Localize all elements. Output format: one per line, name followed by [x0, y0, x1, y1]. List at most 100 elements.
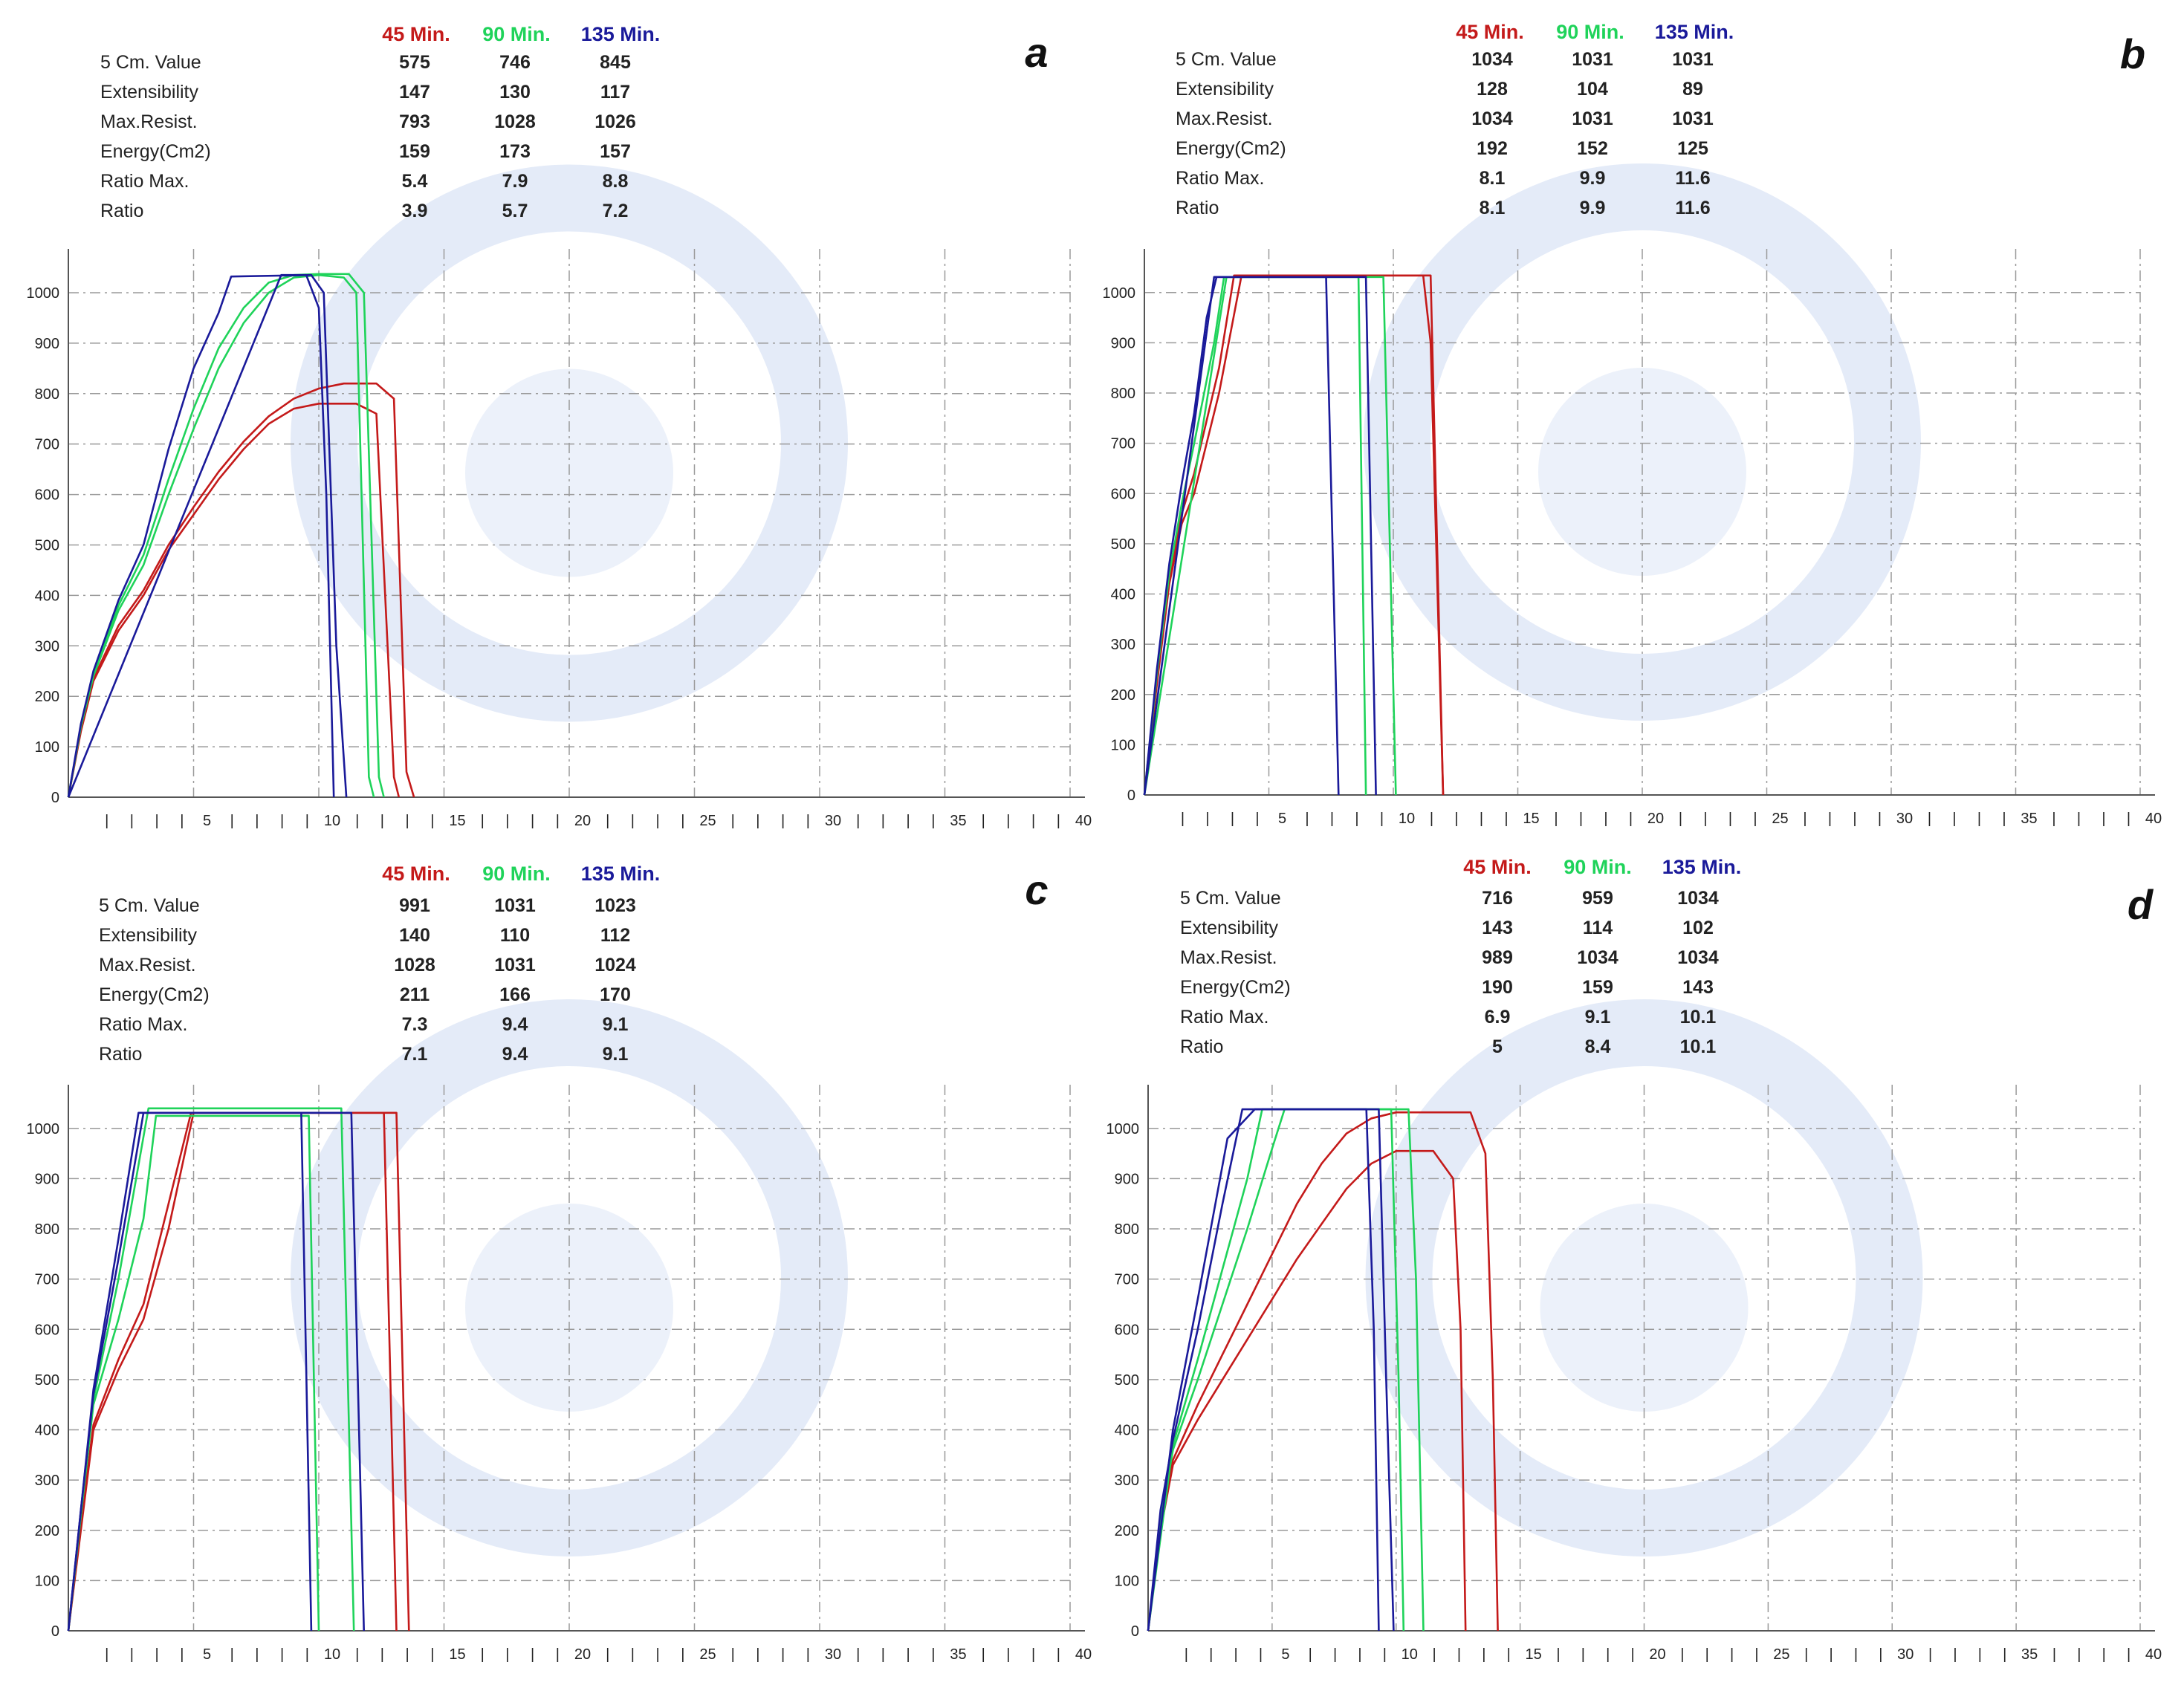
table-cell: 845 — [600, 52, 631, 73]
table-cell: 9.4 — [502, 1044, 528, 1065]
x-minor-tick: | — [1255, 811, 1259, 827]
y-tick-label: 600 — [1111, 486, 1135, 502]
y-tick-label: 0 — [51, 1623, 59, 1640]
table-cell: 170 — [600, 984, 631, 1005]
table-cell: 9.9 — [1580, 168, 1606, 189]
x-minor-tick: | — [2052, 1646, 2056, 1663]
y-tick-label: 200 — [1115, 1523, 1139, 1539]
table-row-label: Energy(Cm2) — [100, 141, 211, 162]
table-cell: 6.9 — [1485, 1007, 1511, 1028]
table-cell: 104 — [1577, 79, 1608, 100]
x-minor-tick: | — [1952, 811, 1956, 827]
x-minor-tick: | — [1355, 811, 1358, 827]
legend-entry: 135 Min. — [1662, 856, 1742, 878]
x-minor-tick: | — [380, 813, 384, 829]
x-minor-tick: | — [130, 813, 134, 829]
table-cell: 102 — [1682, 918, 1714, 938]
x-tick-label: 40 — [1075, 813, 1092, 829]
x-tick-label: 5 — [203, 1646, 211, 1663]
table-cell: 190 — [1482, 977, 1513, 998]
x-minor-tick: | — [1454, 811, 1458, 827]
x-minor-tick: | — [405, 1646, 409, 1663]
legend-entry: 45 Min. — [1456, 21, 1524, 43]
table-cell: 746 — [499, 52, 531, 73]
table-cell: 112 — [600, 925, 630, 946]
table-cell: 143 — [1682, 977, 1714, 998]
x-tick-label: 40 — [2145, 1646, 2162, 1663]
table-cell: 1026 — [594, 111, 636, 132]
x-minor-tick: | — [1830, 1646, 1833, 1663]
x-minor-tick: | — [1828, 811, 1832, 827]
x-minor-tick: | — [1977, 811, 1981, 827]
x-minor-tick: | — [1305, 811, 1309, 827]
x-minor-tick: | — [781, 813, 785, 829]
x-minor-tick: | — [606, 813, 609, 829]
table-row-label: Extensibility — [1176, 79, 1274, 100]
x-minor-tick: | — [155, 1646, 158, 1663]
x-minor-tick: | — [230, 1646, 234, 1663]
y-tick-label: 700 — [35, 437, 59, 453]
table-cell: 7.1 — [402, 1044, 428, 1065]
table-row-label: Ratio Max. — [1180, 1007, 1268, 1028]
y-tick-label: 300 — [1111, 637, 1135, 653]
y-tick-label: 700 — [1115, 1272, 1139, 1288]
panel-c: c45 Min. 90 Min. 135 Min.5 Cm. Value 991 103… — [27, 863, 1092, 1663]
y-tick-label: 400 — [1115, 1423, 1139, 1439]
x-minor-tick: | — [255, 813, 259, 829]
x-minor-tick: | — [1953, 1646, 1957, 1663]
x-minor-tick: | — [1604, 811, 1607, 827]
x-minor-tick: | — [556, 1646, 560, 1663]
table-row-label: Ratio — [100, 201, 143, 221]
x-minor-tick: | — [1234, 1646, 1238, 1663]
table-row-label: Ratio Max. — [1176, 168, 1264, 189]
x-minor-tick: | — [505, 1646, 509, 1663]
table-row-label: Extensibility — [1180, 918, 1278, 938]
x-minor-tick: | — [1330, 811, 1334, 827]
table-cell: 1031 — [494, 895, 536, 916]
table-row-label: Energy(Cm2) — [1180, 977, 1291, 998]
x-minor-tick: | — [1556, 1646, 1560, 1663]
x-tick-label: 10 — [324, 813, 340, 829]
y-tick-label: 100 — [1111, 737, 1135, 753]
x-minor-tick: | — [481, 813, 485, 829]
x-minor-tick: | — [1803, 811, 1807, 827]
x-minor-tick: | — [781, 1646, 785, 1663]
x-minor-tick: | — [756, 1646, 759, 1663]
table-cell: 575 — [399, 52, 430, 73]
series-line — [67, 273, 348, 798]
legend-entry: 90 Min. — [482, 863, 551, 885]
table-cell: 10.1 — [1680, 1036, 1717, 1057]
table-cell: 1034 — [1471, 49, 1513, 70]
x-minor-tick: | — [1358, 1646, 1361, 1663]
x-minor-tick: | — [1181, 811, 1185, 827]
x-tick-label: 20 — [574, 813, 591, 829]
y-tick-label: 400 — [35, 1423, 59, 1439]
table-cell: 5.7 — [502, 201, 528, 221]
x-minor-tick: | — [1629, 811, 1633, 827]
table-cell: 130 — [499, 82, 531, 103]
series-line — [1147, 1108, 1405, 1632]
x-tick-label: 15 — [449, 813, 465, 829]
y-tick-label: 0 — [51, 790, 59, 806]
x-minor-tick: | — [481, 1646, 485, 1663]
x-minor-tick: | — [1383, 1646, 1387, 1663]
x-minor-tick: | — [1854, 1646, 1858, 1663]
x-minor-tick: | — [1804, 1646, 1808, 1663]
series-line — [1147, 1108, 1380, 1632]
x-tick-label: 10 — [324, 1646, 340, 1663]
table-cell: 989 — [1482, 947, 1513, 968]
x-minor-tick: | — [1878, 811, 1882, 827]
series-line — [67, 273, 385, 798]
table-cell: 1031 — [1672, 49, 1714, 70]
legend-entry: 135 Min. — [581, 863, 661, 885]
x-minor-tick: | — [655, 813, 659, 829]
x-minor-tick: | — [731, 1646, 735, 1663]
table-cell: 9.1 — [603, 1044, 629, 1065]
x-tick-label: 35 — [2021, 1646, 2038, 1663]
x-tick-label: 5 — [203, 813, 211, 829]
x-minor-tick: | — [806, 1646, 810, 1663]
x-minor-tick: | — [931, 813, 935, 829]
table-cell: 117 — [600, 82, 630, 103]
